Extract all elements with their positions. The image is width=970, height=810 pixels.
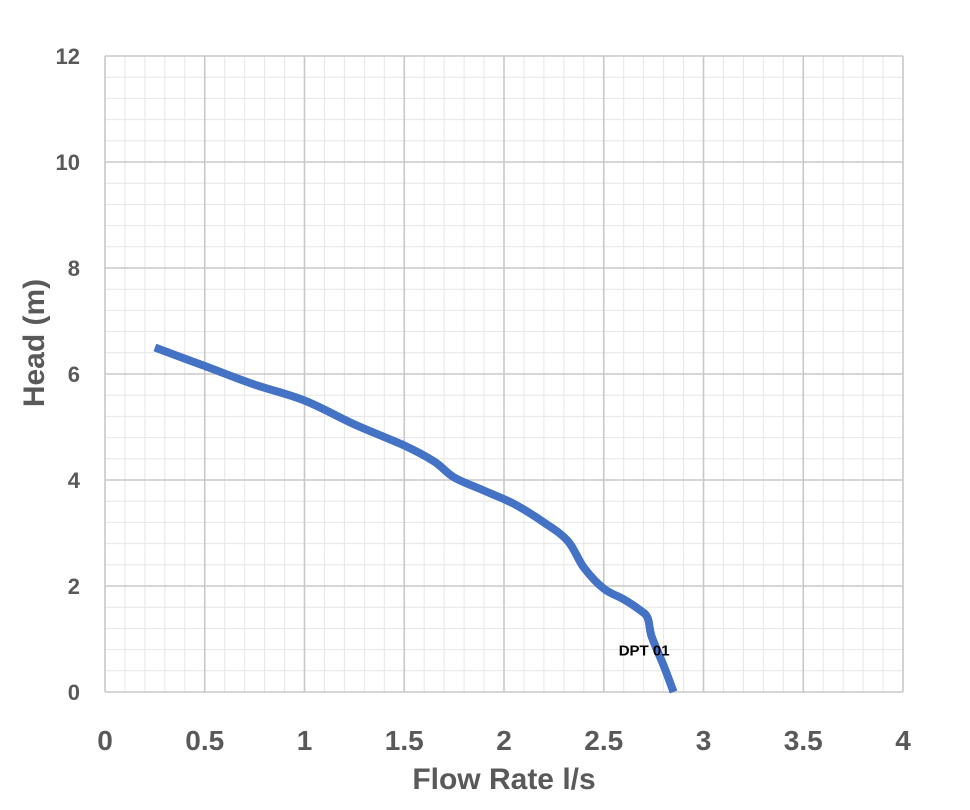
- series-annotation-label: DPT 01: [619, 643, 670, 660]
- x-tick-label: 1: [297, 725, 313, 756]
- x-tick-label: 0: [97, 725, 113, 756]
- y-tick-label: 12: [56, 44, 80, 69]
- annotations: DPT 01: [619, 643, 670, 660]
- x-tick-label: 1.5: [385, 725, 424, 756]
- y-tick-label: 0: [68, 680, 80, 705]
- x-tick-label: 2: [496, 725, 512, 756]
- y-tick-label: 4: [68, 468, 81, 493]
- y-tick-labels: 0 2 4 6 8 10 12: [56, 44, 81, 705]
- x-tick-label: 3: [696, 725, 712, 756]
- series-line-dpt-01: [153, 343, 678, 694]
- x-tick-label: 2.5: [584, 725, 623, 756]
- y-axis-title: Head (m): [18, 279, 51, 407]
- x-tick-label: 0.5: [185, 725, 224, 756]
- major-grid: [104, 55, 904, 693]
- y-tick-label: 10: [56, 150, 80, 175]
- series-layer: [153, 343, 678, 694]
- y-tick-label: 6: [68, 362, 80, 387]
- x-tick-label: 4: [895, 725, 911, 756]
- x-axis-title: Flow Rate l/s: [412, 763, 595, 796]
- x-tick-label: 3.5: [784, 725, 823, 756]
- y-tick-label: 8: [68, 256, 80, 281]
- y-tick-label: 2: [68, 574, 80, 599]
- x-tick-labels: 0 0.5 1 1.5 2 2.5 3 3.5 4: [97, 725, 911, 756]
